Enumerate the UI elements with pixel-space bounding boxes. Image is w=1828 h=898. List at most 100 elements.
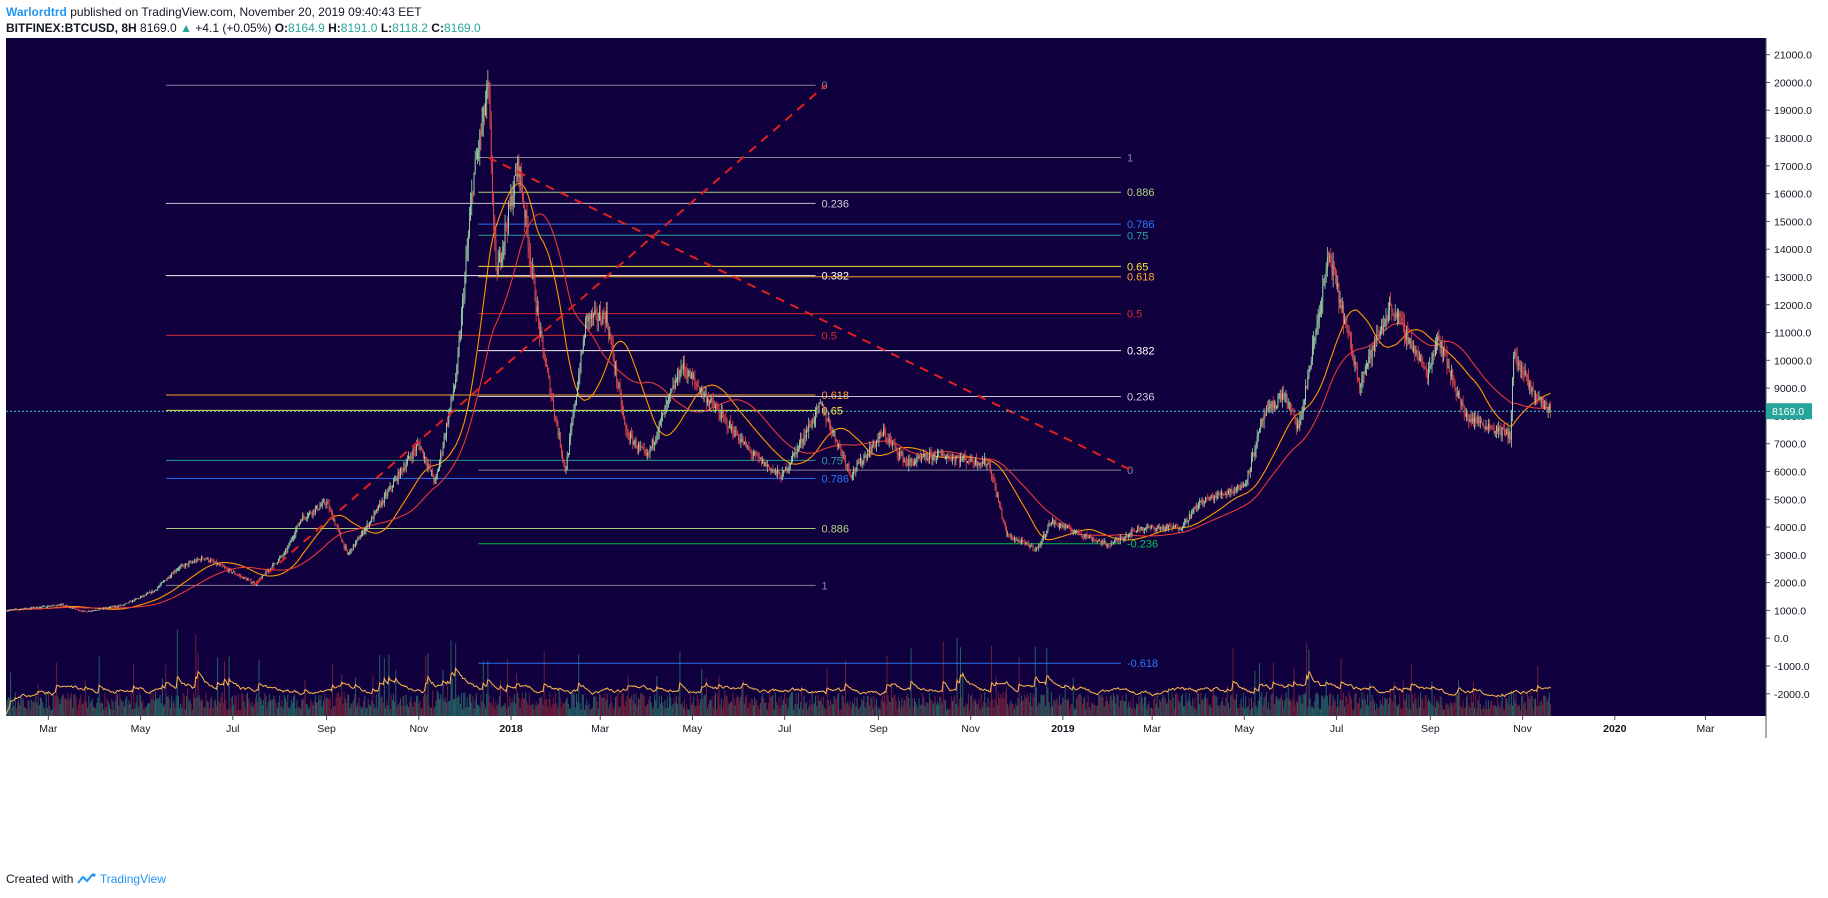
volume-bar (1516, 703, 1518, 716)
volume-bar (654, 694, 656, 716)
candle-body (674, 381, 676, 389)
candle-body (1313, 340, 1314, 346)
candle-body (224, 566, 225, 568)
volume-bar (319, 700, 321, 716)
volume-bar (33, 700, 35, 716)
volume-bar (1209, 704, 1211, 716)
volume-bar (648, 699, 650, 716)
candle-body (113, 606, 115, 607)
candle-body (1213, 497, 1214, 501)
candle-body (1237, 484, 1239, 489)
candle-body (802, 441, 804, 443)
candle-body (786, 467, 788, 472)
volume-bar (942, 641, 944, 716)
candle-body (653, 439, 654, 445)
candle-body (505, 224, 507, 228)
candle-body (607, 311, 608, 326)
candle-body (1470, 419, 1472, 422)
volume-bar (631, 695, 633, 716)
volume-bar (842, 696, 844, 716)
candle-body (1107, 544, 1109, 546)
volume-bar (1507, 702, 1509, 716)
candle-body (877, 439, 879, 442)
candle-body (815, 409, 817, 421)
volume-bar (195, 634, 197, 716)
volume-bar (1424, 695, 1426, 716)
candle-body (488, 83, 490, 95)
candle-body (1006, 527, 1007, 535)
candle-body (1240, 484, 1242, 491)
volume-bar (449, 700, 451, 716)
candle-body (1175, 525, 1176, 528)
candle-body (233, 571, 235, 573)
volume-bar (521, 693, 523, 716)
volume-bar (5, 705, 7, 716)
volume-bar (1296, 701, 1298, 716)
volume-bar (268, 694, 270, 716)
price-axis-background[interactable] (1766, 38, 1828, 716)
candle-body (1048, 523, 1050, 527)
price-chart[interactable]: 00.2360.3820.50.6180.650.750.7860.886110… (5, 38, 1828, 856)
volume-bar (89, 702, 91, 716)
volume-bar (148, 702, 150, 716)
volume-bar (539, 698, 541, 716)
chart-container[interactable]: 00.2360.3820.50.6180.650.750.7860.886110… (5, 38, 1828, 856)
volume-bar (1215, 695, 1217, 716)
time-axis-background[interactable] (6, 716, 1766, 738)
volume-bar (416, 696, 418, 716)
volume-bar (1517, 706, 1519, 716)
candle-body (22, 608, 24, 610)
candle-body (69, 607, 71, 608)
candle-body (1349, 334, 1351, 341)
volume-bar (19, 705, 21, 716)
candle-body (704, 393, 706, 394)
volume-bar (481, 701, 483, 716)
candle-body (339, 529, 340, 533)
candle-body (163, 581, 164, 583)
volume-bar (1017, 697, 1019, 716)
volume-bar (572, 692, 574, 716)
volume-bar (804, 703, 806, 716)
time-axis[interactable]: Mar May Jul Sep Nov 2018 Mar May Jul Sep Nov 2019 Ma… (39, 716, 1715, 735)
time-tick-label: May (1234, 723, 1255, 735)
tradingview-link[interactable]: TradingView (99, 872, 166, 886)
volume-bar (1256, 708, 1258, 716)
volume-bar (721, 708, 723, 716)
candle-body (408, 456, 409, 460)
volume-bar (1000, 694, 1002, 716)
volume-bar (1125, 693, 1127, 716)
candle-body (845, 458, 846, 466)
volume-bar (629, 698, 631, 716)
volume-bar (1451, 702, 1453, 716)
volume-bar (389, 709, 391, 716)
candle-body (687, 375, 689, 378)
volume-bar (838, 692, 840, 716)
volume-bar (810, 704, 812, 716)
volume-bar (1538, 706, 1540, 716)
volume-bar (1126, 707, 1128, 716)
price-axis[interactable]: 21000.020000.019000.018000.017000.016000… (1766, 50, 1812, 701)
volume-bar (1420, 692, 1421, 716)
candle-body (658, 422, 660, 432)
candle-body (989, 464, 991, 473)
volume-bar (224, 660, 225, 716)
volume-bar (573, 694, 575, 716)
volume-bar (340, 695, 342, 716)
candle-body (787, 468, 789, 472)
candle-body (1301, 414, 1303, 419)
volume-bar (987, 697, 989, 716)
candle-body (72, 608, 74, 609)
candle-body (918, 455, 920, 459)
candle-body (632, 435, 634, 445)
candle-body (1067, 525, 1068, 529)
candle-body (1347, 326, 1349, 332)
candle-body (542, 337, 544, 349)
volume-bar (762, 693, 764, 716)
volume-bar (271, 698, 273, 716)
candle-body (382, 500, 384, 503)
volume-bar (1423, 708, 1425, 716)
volume-bar (282, 708, 284, 716)
volume-bar (68, 700, 70, 716)
author-link[interactable]: Warlordtrd (6, 5, 67, 19)
volume-bar (825, 709, 827, 716)
